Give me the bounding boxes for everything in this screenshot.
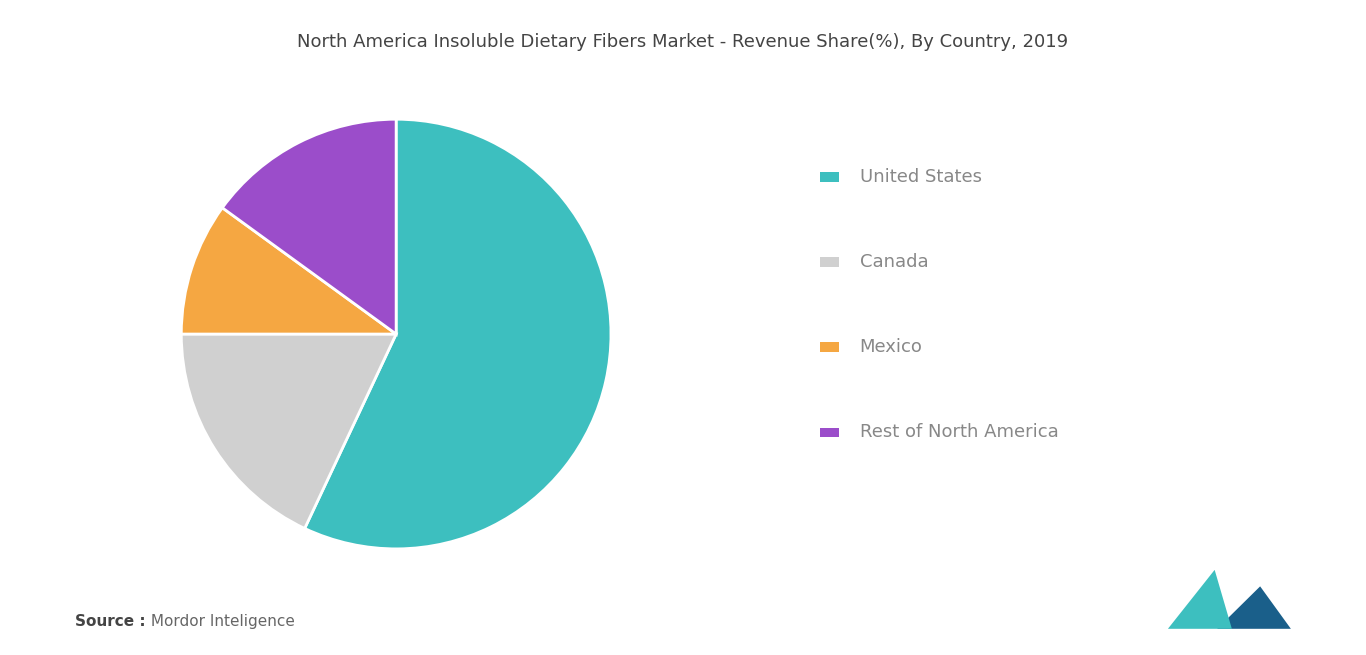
Text: Mordor Inteligence: Mordor Inteligence — [146, 614, 295, 629]
Polygon shape — [1168, 570, 1232, 629]
Wedge shape — [223, 119, 396, 334]
Wedge shape — [305, 119, 611, 549]
Text: Mexico: Mexico — [859, 338, 922, 356]
Wedge shape — [182, 208, 396, 334]
Text: Source :: Source : — [75, 614, 146, 629]
Text: North America Insoluble Dietary Fibers Market - Revenue Share(%), By Country, 20: North America Insoluble Dietary Fibers M… — [298, 33, 1068, 50]
Wedge shape — [182, 334, 396, 529]
Text: Canada: Canada — [859, 253, 929, 271]
Text: United States: United States — [859, 168, 982, 186]
Text: Rest of North America: Rest of North America — [859, 423, 1059, 441]
Polygon shape — [1217, 586, 1291, 629]
